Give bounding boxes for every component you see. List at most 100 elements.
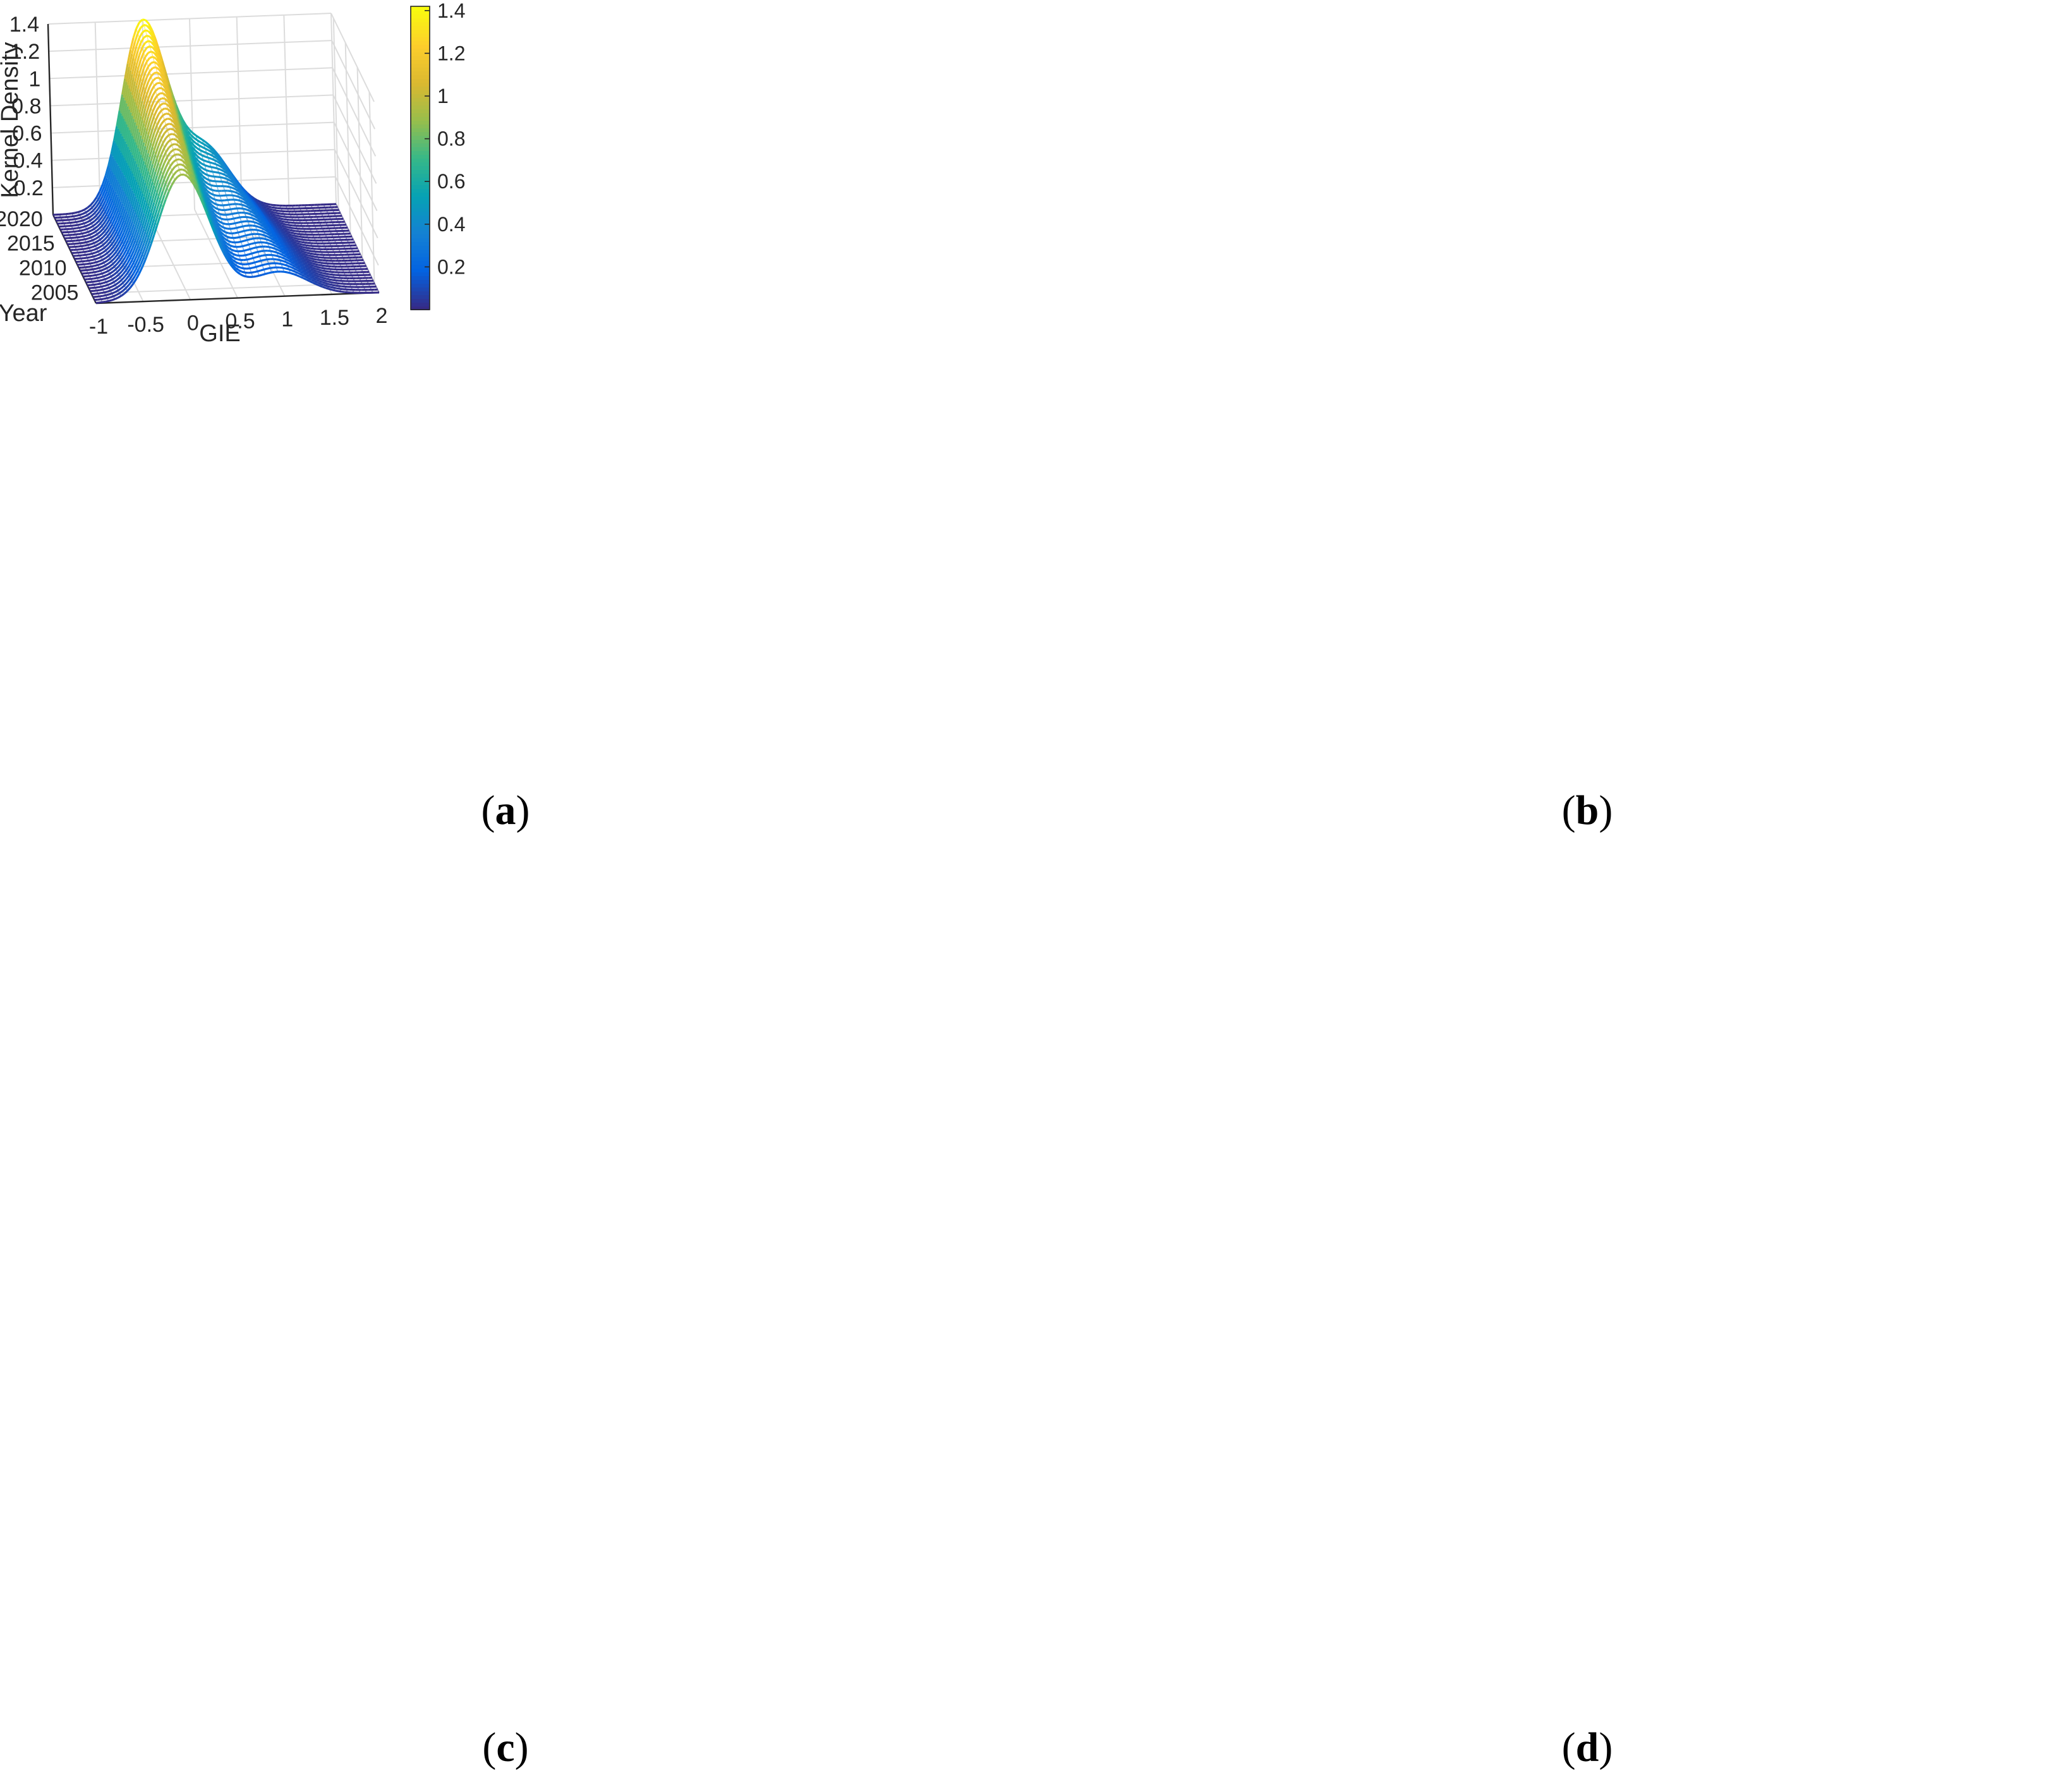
surface-segment (147, 107, 152, 118)
mesh-segment (130, 278, 134, 284)
mesh-segment (191, 166, 196, 177)
mesh-segment (346, 239, 351, 246)
mesh-segment (174, 106, 178, 117)
surface-segment (233, 245, 237, 248)
surface-segment (150, 202, 155, 213)
surface-segment (207, 174, 212, 178)
surface-segment (147, 76, 152, 83)
surface-segment (75, 226, 80, 229)
mesh-segment (226, 195, 230, 205)
surface-segment (121, 100, 126, 116)
mesh-segment (142, 19, 146, 31)
surface-segment (107, 275, 112, 279)
mesh-segment (274, 225, 278, 231)
surface-segment (112, 193, 118, 203)
surface-segment (121, 209, 126, 218)
surface-segment (122, 260, 128, 266)
mesh-segment (61, 232, 65, 239)
surface-segment (107, 221, 112, 227)
surface-segment (81, 209, 85, 212)
mesh-segment (306, 267, 311, 274)
mesh-segment (112, 279, 116, 286)
mesh-segment (136, 145, 140, 152)
mesh-segment (90, 279, 94, 285)
mesh-segment (258, 256, 263, 265)
mesh-segment (124, 193, 129, 200)
surface-segment (147, 90, 152, 100)
surface-segment (109, 263, 114, 267)
mesh-segment (307, 210, 311, 217)
mesh-segment (312, 278, 317, 284)
surface-segment (99, 236, 104, 241)
mesh-segment (327, 251, 331, 258)
surface-segment (267, 242, 271, 245)
surface-segment (154, 114, 160, 121)
mesh-segment (85, 267, 88, 274)
mesh-segment (277, 256, 282, 264)
mesh-segment (151, 35, 155, 47)
mesh-segment (318, 281, 323, 288)
surface-segment (104, 193, 109, 202)
mesh-segment (291, 254, 295, 260)
mesh-segment (332, 274, 336, 281)
surface-segment (124, 239, 130, 248)
surface-segment (140, 123, 145, 136)
mesh-segment (162, 61, 166, 73)
surface-segment (138, 176, 144, 188)
mesh-segment (174, 135, 179, 146)
mesh-segment (206, 200, 210, 210)
mesh-segment (324, 257, 328, 264)
mesh-segment (273, 229, 277, 234)
surface-segment (128, 270, 133, 276)
mesh-segment (348, 281, 352, 288)
mesh-segment (330, 246, 335, 253)
surface-segment (131, 240, 136, 249)
mesh-segment (181, 126, 186, 138)
surface-segment (168, 144, 173, 148)
surface-segment (124, 106, 130, 122)
surface-segment (253, 256, 257, 259)
mesh-segment (281, 251, 286, 259)
surface-segment (111, 217, 116, 225)
colorbar-segment (411, 131, 430, 136)
surface-segment (120, 118, 125, 134)
surface-segment (117, 170, 123, 183)
mesh-segment (227, 168, 232, 174)
surface-segment (82, 260, 86, 263)
surface-segment (160, 162, 166, 171)
surface-segment (145, 225, 151, 235)
mesh-segment (229, 176, 234, 183)
mesh-segment (344, 275, 349, 282)
mesh-segment (251, 205, 255, 212)
mesh-segment (275, 210, 280, 217)
mesh-segment (111, 293, 116, 300)
mesh-segment (267, 220, 272, 225)
surface-segment (116, 110, 121, 126)
surface-segment (155, 133, 161, 142)
surface-segment (88, 272, 92, 274)
mesh-segment (209, 200, 214, 210)
mesh-segment (99, 220, 103, 226)
mesh-segment (363, 286, 367, 293)
surface-segment (136, 96, 142, 109)
surface-segment (101, 211, 106, 218)
surface-segment (126, 201, 131, 212)
grid-line (332, 18, 339, 209)
surface-segment (127, 152, 133, 166)
surface-segment (178, 163, 181, 166)
colorbar-segment (411, 90, 430, 94)
surface-segment (114, 244, 119, 250)
mesh-segment (127, 251, 131, 258)
mesh-segment (322, 228, 326, 235)
mesh-segment (208, 144, 212, 152)
mesh-segment (119, 236, 123, 243)
surface-segment (92, 230, 97, 234)
mesh-segment (211, 152, 215, 160)
colorbar-segment (411, 33, 430, 37)
mesh-segment (316, 216, 320, 223)
surface-segment (312, 250, 315, 253)
mesh-segment (166, 90, 171, 102)
surface-segment (118, 203, 124, 214)
surface-segment (238, 262, 243, 265)
surface-segment (123, 196, 128, 207)
